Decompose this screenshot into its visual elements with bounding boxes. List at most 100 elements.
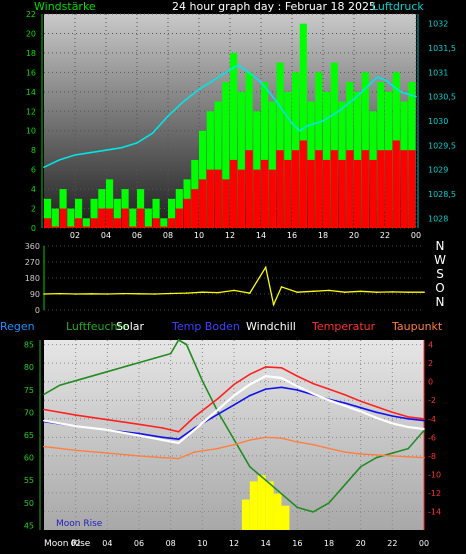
wind-gust-bar xyxy=(44,198,52,228)
windchill-point xyxy=(407,426,409,428)
pressure-point xyxy=(167,115,169,117)
wind-average-bar xyxy=(361,150,369,228)
pressure-point xyxy=(337,110,340,113)
humidity-y-axis: 45 50 55 60 65 70 75 80 85 xyxy=(24,340,41,530)
wind-average-bar xyxy=(346,150,354,228)
wind-gust-bar xyxy=(299,23,307,229)
wind-x-tick-label: 10 xyxy=(194,231,204,240)
wind-direction-series xyxy=(43,265,425,307)
direction-letter: O xyxy=(435,281,444,295)
pressure-point xyxy=(213,78,216,81)
pressure-y-tick-label: 1029,5 xyxy=(428,141,456,150)
temp-boden-point xyxy=(161,436,164,439)
solar-bar xyxy=(273,493,282,530)
humidity-point xyxy=(233,438,235,441)
taupunkt-point xyxy=(106,452,109,454)
wind-average-bar xyxy=(206,169,214,228)
solar-series xyxy=(241,475,290,530)
windchill-point xyxy=(344,405,346,407)
temperature-series xyxy=(43,366,425,460)
pressure-point xyxy=(43,166,45,169)
temperatur-point xyxy=(264,366,267,368)
wind-average-bar xyxy=(106,208,114,228)
humidity-y-tick-label: 65 xyxy=(24,431,34,440)
temp-boden-point xyxy=(375,411,378,414)
wind-direction-point xyxy=(375,291,378,294)
temperatur-point xyxy=(177,430,180,433)
temperature-x-tick-label: 20 xyxy=(356,539,366,548)
wind-average-bar xyxy=(323,159,331,228)
taupunkt-point xyxy=(423,456,425,459)
moon-rise-label-panel: Moon Rise xyxy=(56,519,103,529)
wind-direction-point xyxy=(312,290,314,293)
taupunkt-point xyxy=(375,454,378,456)
pressure-y-tick-label: 1031 xyxy=(428,68,448,77)
wind-y-axis: 0 2 4 6 8 10 12 14 16 18 20 22 xyxy=(26,10,43,233)
wind-average-bar xyxy=(354,159,362,228)
wind-average-bar xyxy=(237,169,245,228)
windchill-point xyxy=(423,428,425,430)
wind-direction-point xyxy=(74,293,77,295)
wind-direction-point xyxy=(138,293,140,295)
wind-average-bar xyxy=(268,169,276,228)
windchill-point xyxy=(177,442,180,444)
wind-gust-bar xyxy=(67,208,75,228)
wind-average-bar xyxy=(253,169,261,228)
wind-average-bar xyxy=(59,208,67,228)
temp-boden-point xyxy=(344,402,346,404)
pressure-point xyxy=(58,159,61,161)
direction-letter: N xyxy=(436,295,445,309)
humidity-y-tick-label: 85 xyxy=(24,341,34,350)
wind-average-bar xyxy=(98,208,106,228)
solar-bar xyxy=(241,499,250,530)
wind-direction-point xyxy=(264,266,267,269)
wind-gust-bar xyxy=(268,101,276,228)
taupunkt-point xyxy=(138,455,140,457)
wind-average-bar xyxy=(214,169,222,228)
wind-average-bar xyxy=(400,150,408,228)
temp-boden-point xyxy=(359,406,362,409)
temperatur-point xyxy=(233,383,235,386)
wind-direction-point xyxy=(43,293,45,295)
wind-direction-point xyxy=(59,292,61,295)
windchill-point xyxy=(312,392,314,395)
humidity-point xyxy=(90,375,93,377)
temperature-x-tick-label: 16 xyxy=(292,539,302,548)
humidity-point xyxy=(359,465,362,468)
legend-taupunkt: Taupunkt xyxy=(391,320,443,333)
wind-y-tick-label: 6 xyxy=(31,166,36,175)
humidity-point xyxy=(264,479,267,482)
taupunkt-point xyxy=(249,439,251,441)
direction-panel-grid xyxy=(44,245,424,311)
wind-y-tick-label: 14 xyxy=(26,88,36,97)
temperature-x-axis: 02 04 06 08 10 12 14 16 18 20 22 00 xyxy=(71,539,430,548)
solar-bar xyxy=(265,481,274,530)
temperature-y-tick-label: -4 xyxy=(428,415,436,424)
wind-average-bar xyxy=(152,218,160,228)
pressure-point xyxy=(353,98,355,100)
wind-direction-point xyxy=(185,292,188,294)
wind-average-bar xyxy=(222,179,230,228)
temperature-x-tick-label: 10 xyxy=(197,539,207,548)
direction-y-tick-label: 0 xyxy=(35,306,40,315)
temperatur-point xyxy=(359,400,362,402)
wind-x-tick-label: 00 xyxy=(411,231,421,240)
temperature-y-tick-label: 4 xyxy=(428,341,433,350)
humidity-point xyxy=(312,511,314,513)
wind-gust-bar xyxy=(51,208,59,228)
temperatur-point xyxy=(161,427,164,429)
wind-gust-bar xyxy=(152,198,160,228)
wind-average-bar xyxy=(44,218,52,228)
temperature-x-tick-label: 04 xyxy=(102,539,112,548)
wind-direction-point xyxy=(201,291,204,294)
humidity-point xyxy=(106,370,109,373)
humidity-y-tick-label: 50 xyxy=(24,499,34,508)
temperature-y-axis: -14 -12 -10 -8 -6 -4 -2 0 2 4 xyxy=(423,340,441,530)
wind-average-bar xyxy=(75,218,83,228)
legend-regen: Regen xyxy=(0,320,35,333)
wind-average-bar xyxy=(276,150,284,228)
taupunkt-point xyxy=(296,441,299,443)
wind-average-bar xyxy=(230,159,238,228)
moon-rise-label-axis: Moon Rise xyxy=(44,539,91,549)
